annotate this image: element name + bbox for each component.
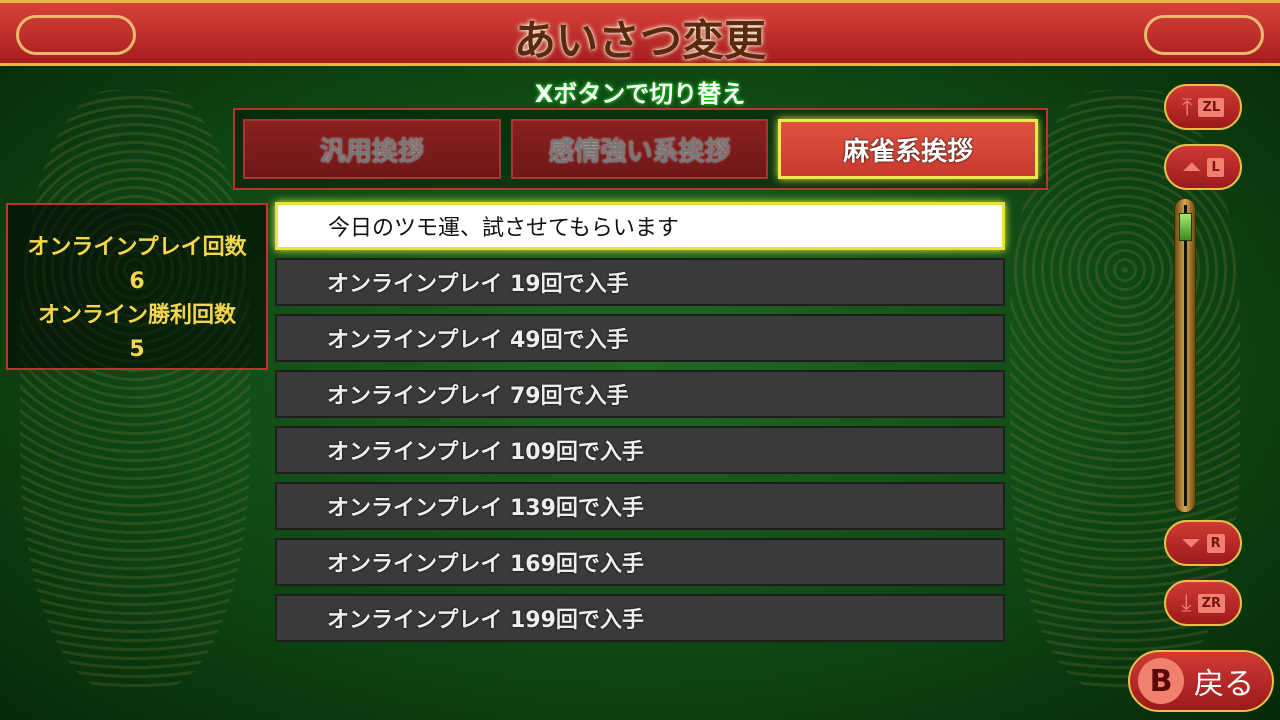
play-count-value: 6 xyxy=(129,269,145,294)
win-count-value: 5 xyxy=(129,337,145,362)
list-item[interactable]: 今日のツモ運、試させてもらいます xyxy=(275,202,1005,250)
l-key: L xyxy=(1207,157,1224,177)
page-up-button[interactable]: ⏶ L xyxy=(1164,144,1242,190)
header: あいさつ変更 xyxy=(0,0,1280,66)
b-button-icon: B xyxy=(1138,658,1184,704)
dragon-left-decoration xyxy=(20,90,250,690)
win-count-label: オンライン勝利回数 xyxy=(37,303,236,328)
list-item[interactable]: オンラインプレイ 169回で入手 xyxy=(275,538,1005,586)
zl-key: ZL xyxy=(1198,97,1225,117)
play-count-label: オンラインプレイ回数 xyxy=(27,235,247,260)
scrollbar-thumb[interactable] xyxy=(1179,213,1192,241)
zr-key: ZR xyxy=(1197,593,1226,613)
tab-general[interactable]: 汎用挨拶 xyxy=(243,119,501,179)
switch-hint: Xボタンで切り替え xyxy=(534,80,746,108)
arrow-top-icon: ⤒ xyxy=(1181,93,1193,121)
list-item[interactable]: オンラインプレイ 139回で入手 xyxy=(275,482,1005,530)
greeting-list: 今日のツモ運、試させてもらいます オンラインプレイ 19回で入手 オンラインプレ… xyxy=(275,202,1005,650)
list-item[interactable]: オンラインプレイ 19回で入手 xyxy=(275,258,1005,306)
scroll-bottom-button[interactable]: ⤓ ZR xyxy=(1164,580,1242,626)
scroll-top-button[interactable]: ⤒ ZL xyxy=(1164,84,1242,130)
page-title: あいさつ変更 xyxy=(513,16,766,65)
page-down-button[interactable]: ⏷ R xyxy=(1164,520,1242,566)
arrow-bottom-icon: ⤓ xyxy=(1180,589,1192,617)
list-item[interactable]: オンラインプレイ 49回で入手 xyxy=(275,314,1005,362)
r-key: R xyxy=(1206,533,1225,553)
stats-panel: オンラインプレイ回数 6 オンライン勝利回数 5 xyxy=(6,203,268,370)
cloud-left-icon xyxy=(16,15,136,55)
category-tabs: 汎用挨拶 感情強い系挨拶 麻雀系挨拶 xyxy=(233,108,1048,190)
back-button[interactable]: B 戻る xyxy=(1128,650,1274,712)
tab-mahjong[interactable]: 麻雀系挨拶 xyxy=(778,119,1039,179)
back-label: 戻る xyxy=(1194,667,1254,702)
double-arrow-down-icon: ⏷ xyxy=(1181,529,1201,557)
scrollbar[interactable] xyxy=(1174,198,1196,513)
list-item[interactable]: オンラインプレイ 79回で入手 xyxy=(275,370,1005,418)
list-item[interactable]: オンラインプレイ 109回で入手 xyxy=(275,426,1005,474)
list-item[interactable]: オンラインプレイ 199回で入手 xyxy=(275,594,1005,642)
double-arrow-up-icon: ⏶ xyxy=(1182,153,1202,181)
cloud-right-icon xyxy=(1144,15,1264,55)
tab-emotional[interactable]: 感情強い系挨拶 xyxy=(510,119,769,179)
